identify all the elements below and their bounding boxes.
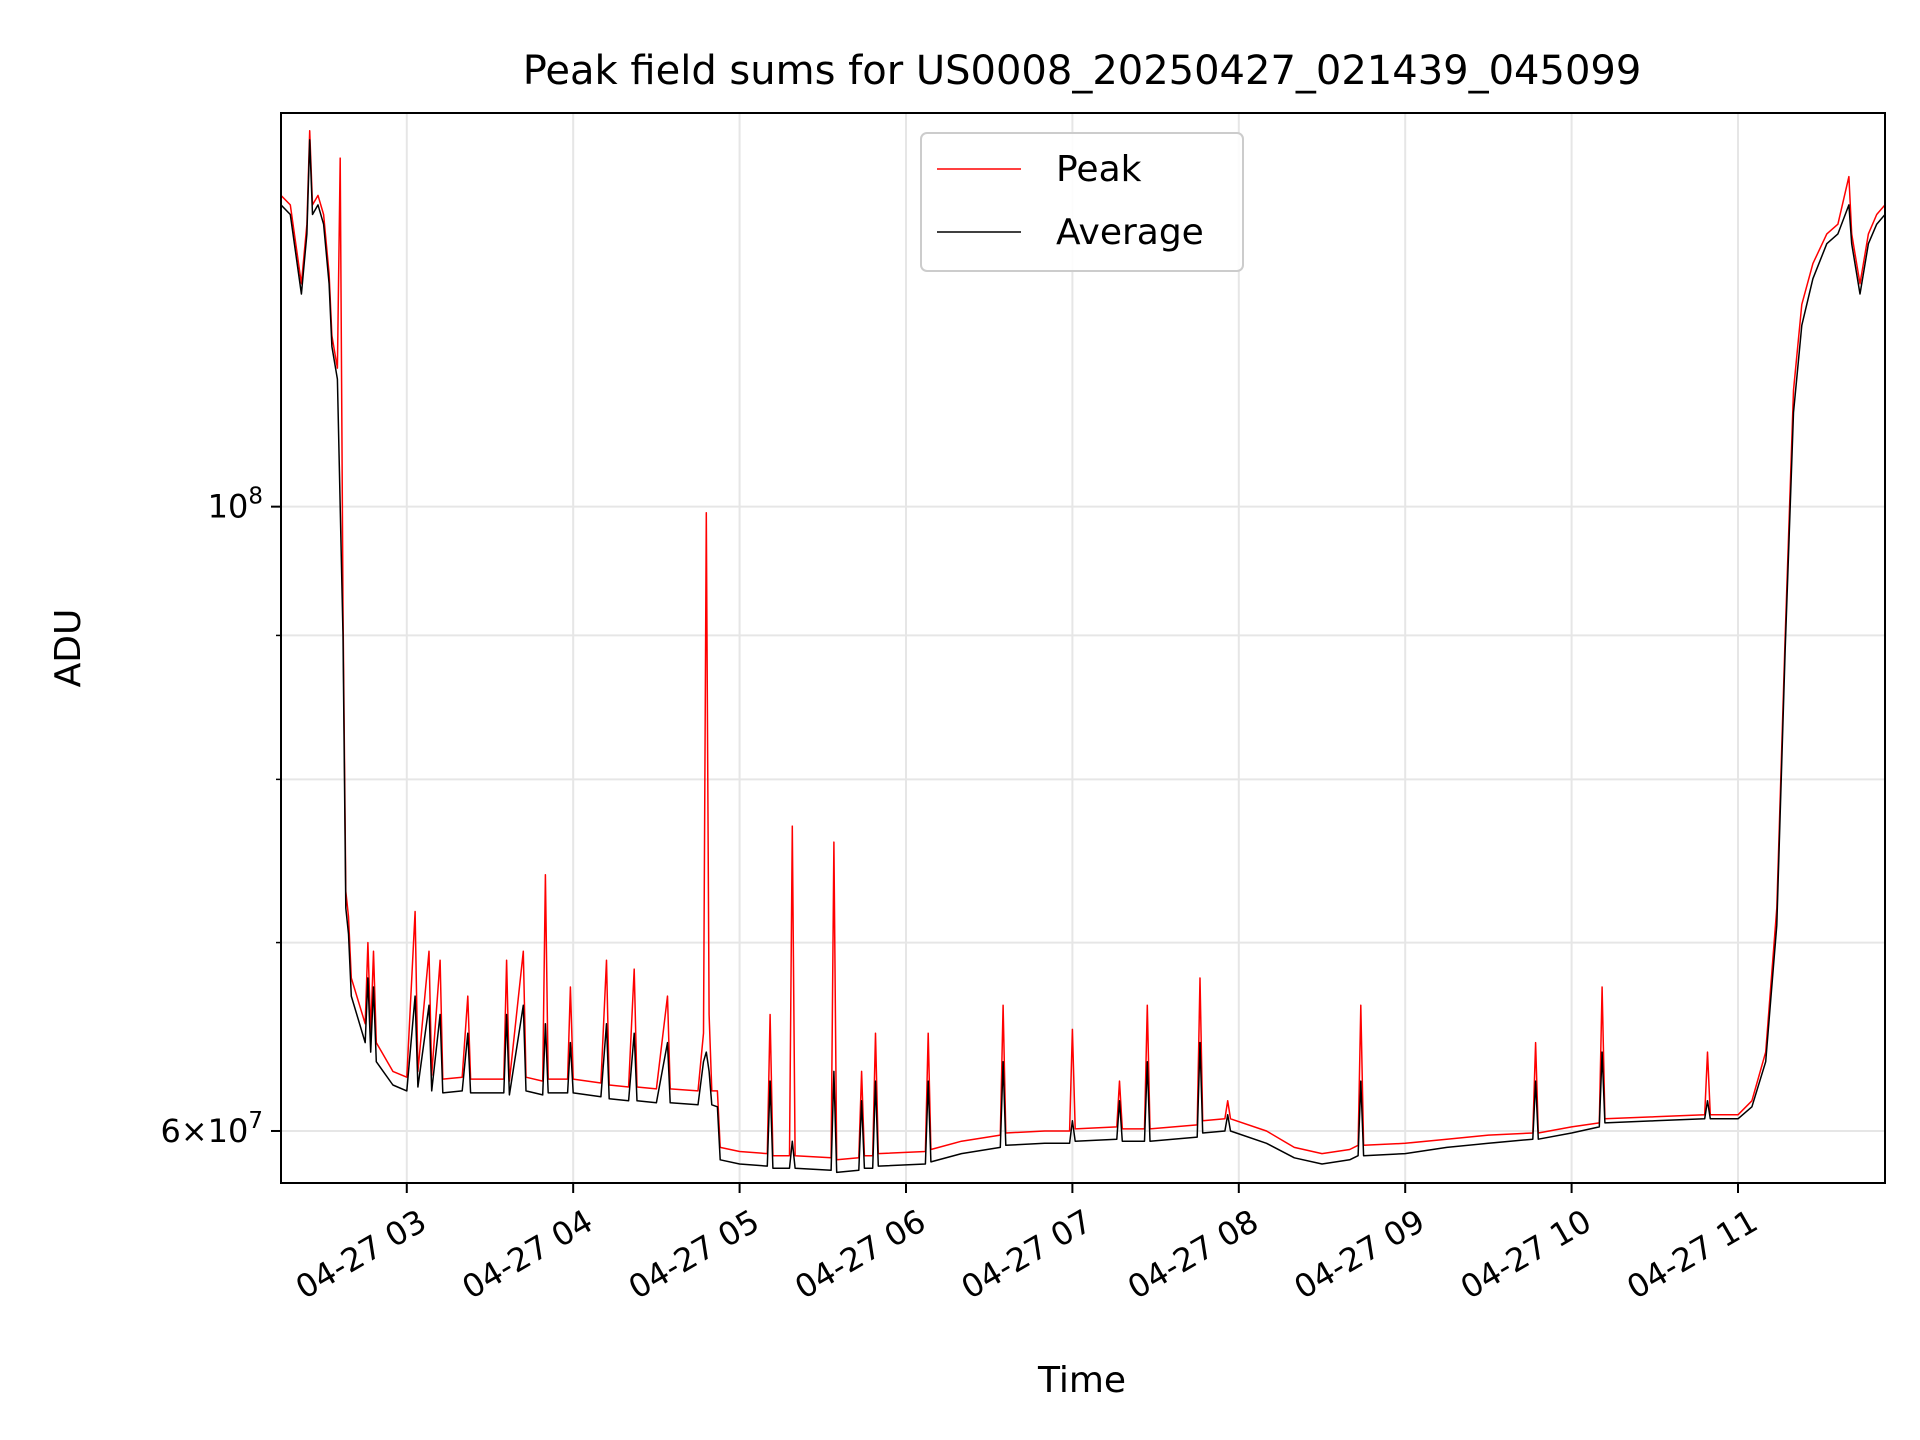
y-axis-label: ADU: [48, 609, 89, 688]
legend-average-label: Average: [1056, 212, 1204, 253]
legend-peak-label: Peak: [1056, 149, 1142, 190]
legend: Peak Average: [920, 132, 1244, 272]
chart-title: Peak field sums for US0008_20250427_0214…: [523, 48, 1642, 94]
series-line-average: [281, 139, 1885, 1174]
series-layer: [281, 130, 1885, 1174]
x-axis-label: Time: [1037, 1360, 1126, 1401]
grid-lines: [281, 113, 1885, 1183]
plot-frame: [280, 112, 1886, 1184]
y-tick-label: 6×107: [160, 1108, 263, 1150]
series-line-peak: [281, 130, 1885, 1161]
legend-box: [920, 132, 1244, 272]
y-tick-label: 108: [208, 484, 263, 526]
